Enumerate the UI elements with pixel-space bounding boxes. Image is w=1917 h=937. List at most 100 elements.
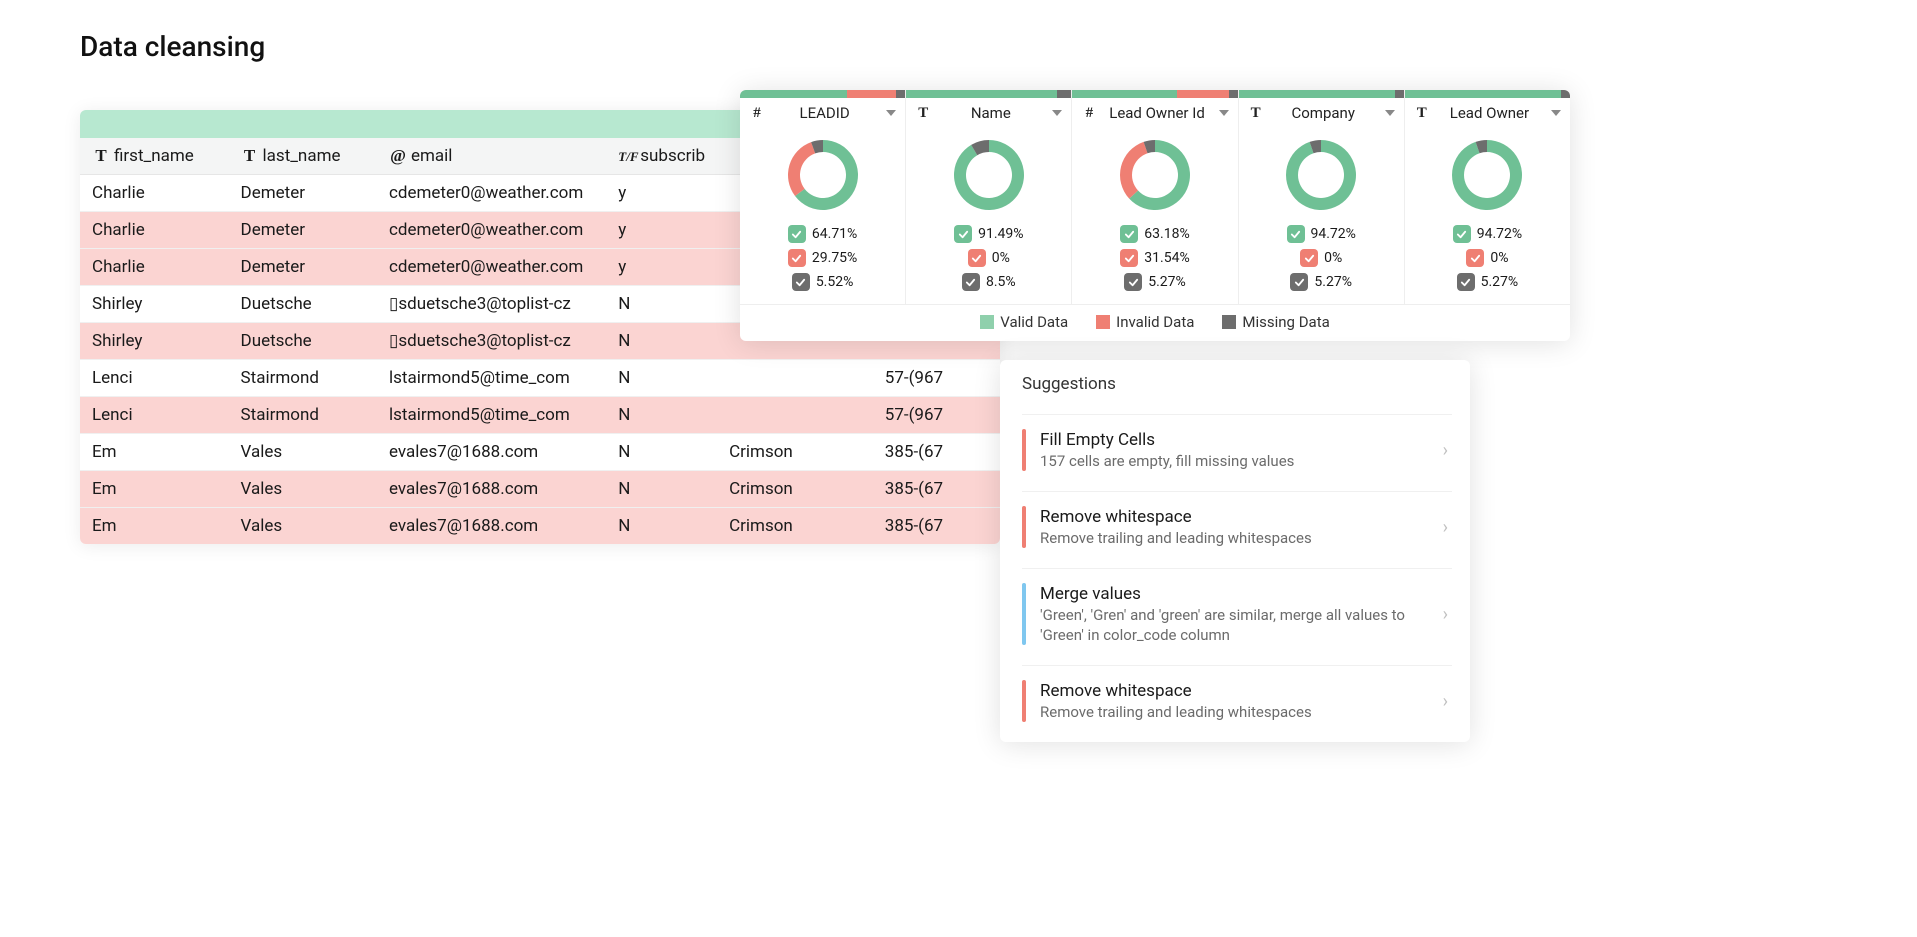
table-cell[interactable]: Lenci <box>80 397 229 434</box>
table-row[interactable]: LenciStairmondlstairmond5@time_comN 57-(9… <box>80 360 1000 397</box>
table-cell[interactable]: Stairmond <box>229 397 377 434</box>
table-cell[interactable]: N <box>606 471 717 508</box>
stat-invalid-value: 0% <box>1490 246 1508 270</box>
column-header[interactable]: Tlast_name <box>229 138 377 175</box>
table-cell[interactable]: cdemeter0@weather.com <box>377 249 606 286</box>
table-cell[interactable]: Em <box>80 508 229 545</box>
quality-column: TLead Owner 94.72%0%5.27% <box>1405 90 1570 304</box>
quality-bar <box>1239 90 1404 98</box>
table-cell[interactable]: Duetsche <box>229 286 377 323</box>
table-cell[interactable]: 385-(67 <box>873 471 1000 508</box>
table-cell[interactable]: Vales <box>229 508 377 545</box>
quality-column-header[interactable]: TLead Owner <box>1405 98 1570 128</box>
table-cell[interactable]: y <box>606 175 717 212</box>
table-cell[interactable]: N <box>606 434 717 471</box>
filter-caret-icon[interactable] <box>885 107 897 119</box>
table-cell[interactable]: Vales <box>229 471 377 508</box>
table-cell[interactable]: N <box>606 508 717 545</box>
table-row[interactable]: EmValesevales7@1688.comNCrimson385-(67 <box>80 434 1000 471</box>
table-cell[interactable]: Duetsche <box>229 323 377 360</box>
filter-caret-icon[interactable] <box>1384 107 1396 119</box>
column-header[interactable]: T/Fsubscrib <box>606 138 717 175</box>
table-cell[interactable]: 57-(967 <box>873 360 1000 397</box>
table-cell[interactable]: N <box>606 360 717 397</box>
table-cell[interactable]: 385-(67 <box>873 434 1000 471</box>
quality-stats: 91.49%0%8.5% <box>906 218 1071 304</box>
suggestion-text: Remove whitespaceRemove trailing and lea… <box>1040 680 1429 722</box>
suggestion-item[interactable]: Merge values'Green', 'Gren' and 'green' … <box>1022 568 1452 655</box>
table-row[interactable]: LenciStairmondlstairmond5@time_comN 57-(9… <box>80 397 1000 434</box>
column-header[interactable]: @email <box>377 138 606 175</box>
table-cell[interactable]: evales7@1688.com <box>377 471 606 508</box>
table-cell[interactable]: evales7@1688.com <box>377 508 606 545</box>
suggestion-item[interactable]: Remove whitespaceRemove trailing and lea… <box>1022 491 1452 558</box>
column-header-label: first_name <box>114 146 194 166</box>
table-cell[interactable]: Charlie <box>80 212 229 249</box>
column-type-icon: T <box>92 146 110 166</box>
table-cell[interactable]: Charlie <box>80 249 229 286</box>
suggestion-desc: Remove trailing and leading whitespaces <box>1040 702 1429 722</box>
table-cell[interactable]: y <box>606 212 717 249</box>
column-header[interactable]: Tfirst_name <box>80 138 229 175</box>
quality-column: #Lead Owner Id63.18%31.54%5.27% <box>1072 90 1238 304</box>
table-cell[interactable]: ▯sduetsche3@toplist-cz <box>377 323 606 360</box>
table-cell[interactable]: lstairmond5@time_com <box>377 360 606 397</box>
table-cell[interactable]: N <box>606 397 717 434</box>
quality-legend: Valid Data Invalid Data Missing Data <box>740 305 1570 341</box>
table-cell[interactable]: Em <box>80 434 229 471</box>
table-cell[interactable]: 385-(67 <box>873 508 1000 545</box>
quality-column: TCompany94.72%0%5.27% <box>1239 90 1405 304</box>
legend-missing-label: Missing Data <box>1242 313 1329 331</box>
table-cell[interactable]: 57-(967 <box>873 397 1000 434</box>
table-cell[interactable]: Demeter <box>229 249 377 286</box>
quality-column-header[interactable]: TCompany <box>1239 98 1404 128</box>
table-cell[interactable]: ▯sduetsche3@toplist-cz <box>377 286 606 323</box>
table-cell[interactable] <box>717 397 873 434</box>
table-cell[interactable]: Shirley <box>80 286 229 323</box>
suggestion-desc: 'Green', 'Gren' and 'green' are similar,… <box>1040 605 1429 645</box>
filter-caret-icon[interactable] <box>1218 107 1230 119</box>
suggestion-item[interactable]: Remove whitespaceRemove trailing and lea… <box>1022 665 1452 732</box>
quality-stat-missing: 5.27% <box>1405 270 1570 294</box>
table-cell[interactable]: Crimson <box>717 508 873 545</box>
table-cell[interactable]: Demeter <box>229 175 377 212</box>
suggestion-desc: Remove trailing and leading whitespaces <box>1040 528 1429 548</box>
table-cell[interactable]: lstairmond5@time_com <box>377 397 606 434</box>
table-cell[interactable]: Lenci <box>80 360 229 397</box>
table-cell[interactable]: y <box>606 249 717 286</box>
suggestion-text: Remove whitespaceRemove trailing and lea… <box>1040 506 1429 548</box>
legend-swatch-invalid <box>1096 315 1110 329</box>
filter-caret-icon[interactable] <box>1051 107 1063 119</box>
quality-column-header[interactable]: #Lead Owner Id <box>1072 98 1237 128</box>
table-cell[interactable]: Crimson <box>717 434 873 471</box>
quality-column-label: Name <box>936 104 1045 122</box>
table-cell[interactable]: N <box>606 323 717 360</box>
table-cell[interactable]: Vales <box>229 434 377 471</box>
table-cell[interactable]: cdemeter0@weather.com <box>377 175 606 212</box>
legend-invalid-label: Invalid Data <box>1116 313 1194 331</box>
stat-invalid-value: 0% <box>992 246 1010 270</box>
table-cell[interactable]: cdemeter0@weather.com <box>377 212 606 249</box>
table-cell[interactable] <box>717 360 873 397</box>
quality-stat-missing: 5.27% <box>1072 270 1237 294</box>
table-cell[interactable]: Crimson <box>717 471 873 508</box>
stat-missing-value: 5.52% <box>816 270 854 294</box>
table-cell[interactable]: Shirley <box>80 323 229 360</box>
table-row[interactable]: EmValesevales7@1688.comNCrimson385-(67 <box>80 508 1000 545</box>
quality-donut <box>906 128 1071 218</box>
table-cell[interactable]: Charlie <box>80 175 229 212</box>
filter-caret-icon[interactable] <box>1550 107 1562 119</box>
table-cell[interactable]: Stairmond <box>229 360 377 397</box>
table-cell[interactable]: Em <box>80 471 229 508</box>
table-cell[interactable]: evales7@1688.com <box>377 434 606 471</box>
suggestion-title: Fill Empty Cells <box>1040 429 1429 451</box>
quality-stats: 94.72%0%5.27% <box>1405 218 1570 304</box>
table-cell[interactable]: N <box>606 286 717 323</box>
quality-column-header[interactable]: TName <box>906 98 1071 128</box>
stat-valid-icon <box>788 225 806 243</box>
table-row[interactable]: EmValesevales7@1688.comNCrimson385-(67 <box>80 471 1000 508</box>
quality-column-header[interactable]: #LEADID <box>740 98 905 128</box>
table-cell[interactable]: Demeter <box>229 212 377 249</box>
suggestion-item[interactable]: Fill Empty Cells157 cells are empty, fil… <box>1022 414 1452 481</box>
stat-missing-icon <box>1290 273 1308 291</box>
